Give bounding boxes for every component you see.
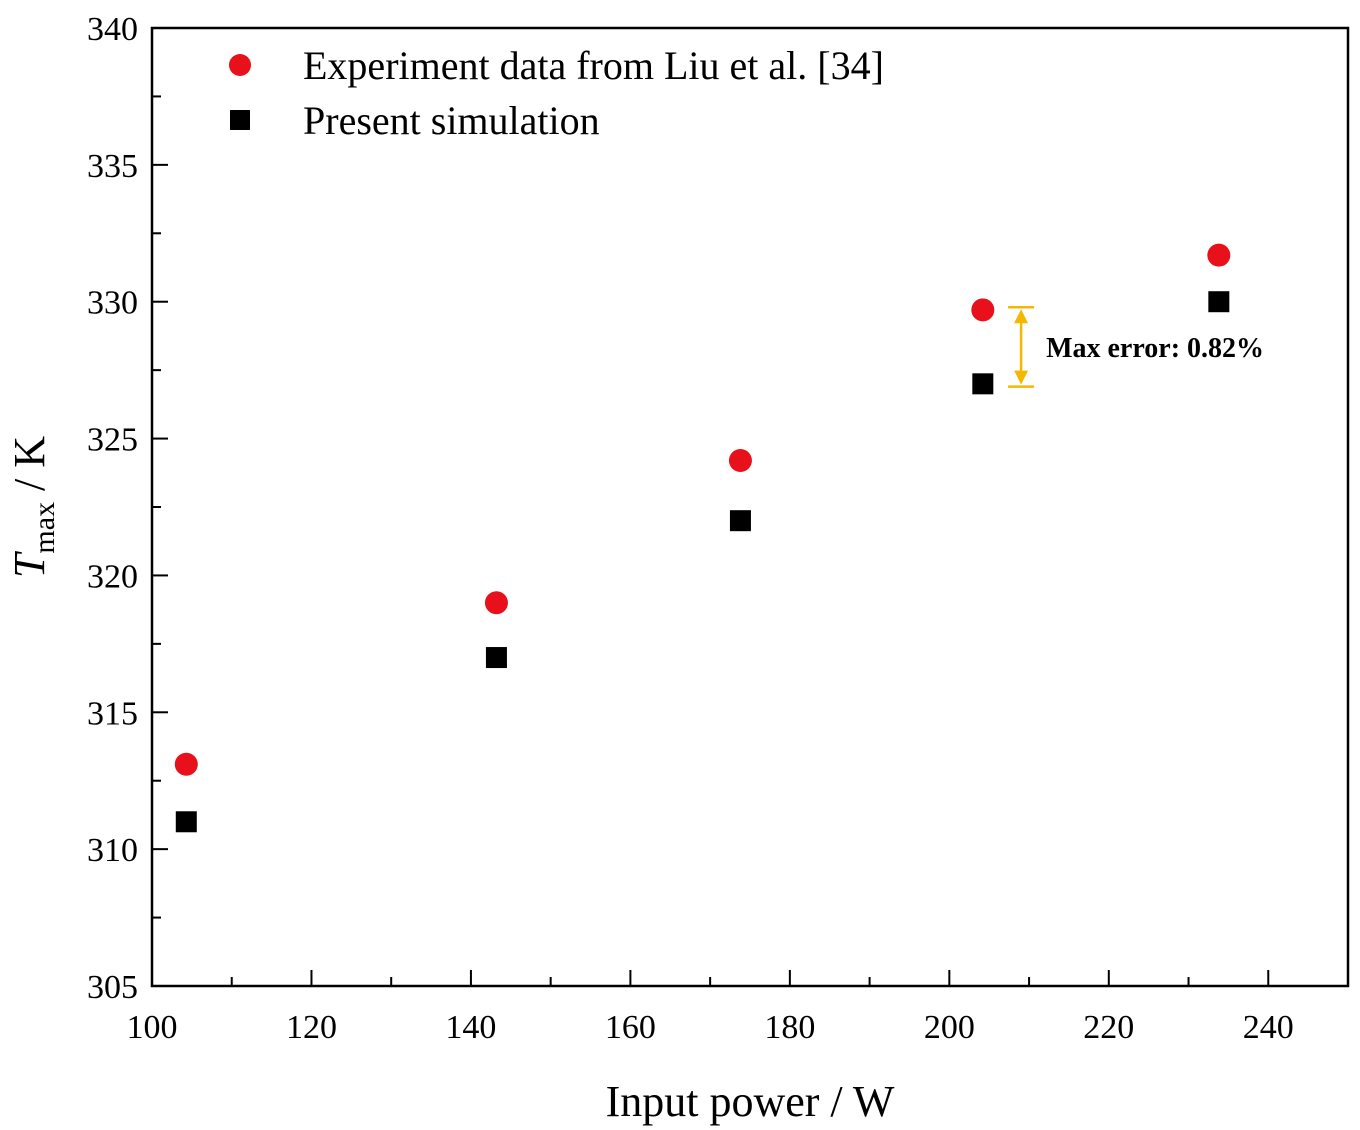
- experiment-point: [728, 448, 752, 472]
- y-tick-label: 305: [87, 969, 138, 1006]
- x-tick-label: 220: [1083, 1009, 1134, 1046]
- y-axis-symbol: T: [5, 550, 54, 578]
- experiment-point: [484, 591, 508, 615]
- x-tick-label: 240: [1243, 1009, 1294, 1046]
- y-tick-label: 315: [87, 695, 138, 732]
- y-tick-label: 325: [87, 422, 138, 459]
- legend-marker-experiment: [229, 54, 251, 76]
- y-axis: 305 310 315 320 325 330 335 340: [87, 11, 168, 1006]
- x-tick-label: 180: [764, 1009, 815, 1046]
- legend: Experiment data from Liu et al. [34] Pre…: [229, 43, 884, 143]
- x-tick-label: 120: [286, 1009, 337, 1046]
- annotation-label: Max error: 0.82%: [1046, 333, 1264, 364]
- x-tick-label: 200: [924, 1009, 975, 1046]
- simulation-point: [729, 510, 751, 532]
- x-tick-label: 100: [127, 1009, 178, 1046]
- y-axis-subscript: max: [28, 502, 61, 554]
- experiment-point: [971, 298, 995, 322]
- plot-marks: [174, 243, 1231, 833]
- legend-label-experiment: Experiment data from Liu et al. [34]: [303, 43, 884, 88]
- y-tick-label: 335: [87, 148, 138, 185]
- x-tick-label: 160: [605, 1009, 656, 1046]
- y-axis-title: Tmax / K: [5, 436, 61, 578]
- y-tick-label: 330: [87, 285, 138, 322]
- y-axis-unit: / K: [5, 436, 54, 502]
- x-axis-title: Input power / W: [606, 1077, 895, 1126]
- y-tick-label: 320: [87, 558, 138, 595]
- y-tick-label: 340: [87, 11, 138, 48]
- experiment-point: [174, 752, 198, 776]
- annotation-arrowhead-down: [1014, 370, 1029, 385]
- simulation-point: [1208, 291, 1230, 313]
- x-tick-label: 140: [445, 1009, 496, 1046]
- y-tick-label: 310: [87, 832, 138, 869]
- simulation-point: [485, 647, 507, 669]
- simulation-point: [972, 373, 994, 395]
- experiment-point: [1207, 243, 1231, 267]
- annotation: Max error: 0.82%: [1008, 305, 1264, 388]
- simulation-point: [175, 811, 197, 833]
- annotation-arrowhead-up: [1014, 309, 1029, 324]
- plot-frame: [150, 26, 1350, 988]
- legend-label-simulation: Present simulation: [303, 98, 600, 143]
- x-axis: 100 120 140 160 180 200 220 240: [127, 970, 1349, 1046]
- legend-marker-simulation: [230, 110, 250, 130]
